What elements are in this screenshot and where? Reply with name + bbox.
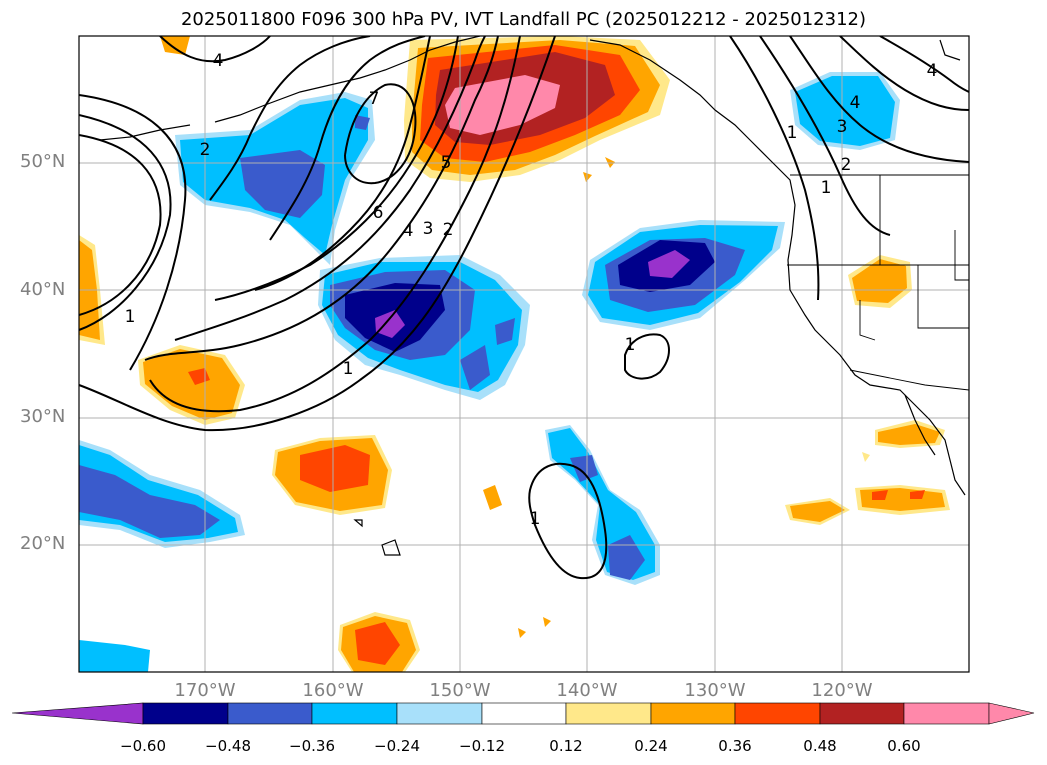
colorbar-tick: 0.36 <box>718 737 752 755</box>
svg-text:6: 6 <box>373 203 384 223</box>
colorbar-tick: −0.24 <box>374 737 420 755</box>
lat-label-40n: 40°N <box>20 279 66 300</box>
svg-text:4: 4 <box>850 93 861 113</box>
colorbar <box>11 702 1035 725</box>
positive-anomaly-west <box>79 36 245 425</box>
map-gridlines <box>79 36 969 672</box>
svg-text:2: 2 <box>841 155 852 175</box>
lon-label-140w: 140°W <box>556 680 618 701</box>
svg-text:1: 1 <box>787 123 798 143</box>
svg-text:5: 5 <box>441 153 452 173</box>
colorbar-tick: −0.36 <box>289 737 335 755</box>
pv-contours <box>79 36 969 580</box>
svg-text:2: 2 <box>200 140 211 160</box>
svg-text:1: 1 <box>625 335 636 355</box>
negative-anomaly-central <box>318 255 530 400</box>
colorbar-tick: −0.48 <box>205 737 251 755</box>
svg-text:3: 3 <box>837 117 848 137</box>
positive-anomaly-subtropical <box>272 435 420 672</box>
colorbar-tick: 0.12 <box>549 737 583 755</box>
colorbar-tick: −0.12 <box>459 737 505 755</box>
colorbar-tick: 0.48 <box>803 737 837 755</box>
svg-text:3: 3 <box>423 219 434 239</box>
svg-text:1: 1 <box>125 307 136 327</box>
lon-label-150w: 150°W <box>429 680 491 701</box>
pv-contour-labels: 4 7 2 5 6 4 3 2 1 1 1 1 1 4 3 2 1 4 <box>125 51 938 529</box>
svg-text:4: 4 <box>927 61 938 81</box>
svg-text:7: 7 <box>369 89 380 109</box>
svg-text:2: 2 <box>443 220 454 240</box>
negative-anomaly-subtropical <box>545 425 660 585</box>
lon-label-160w: 160°W <box>302 680 364 701</box>
lat-label-50n: 50°N <box>20 151 66 172</box>
negative-anomaly-northwest <box>175 92 375 265</box>
lat-label-30n: 30°N <box>20 406 66 427</box>
lon-label-120w: 120°W <box>811 680 873 701</box>
svg-text:4: 4 <box>213 51 224 71</box>
colorbar-tick: 0.60 <box>887 737 921 755</box>
positive-anomaly-east <box>483 157 950 638</box>
svg-text:1: 1 <box>530 509 541 529</box>
plot-title: 2025011800 F096 300 hPa PV, IVT Landfall… <box>180 9 867 30</box>
colorbar-tick: 0.24 <box>634 737 668 755</box>
lat-label-20n: 20°N <box>20 533 66 554</box>
lon-label-170w: 170°W <box>174 680 236 701</box>
colorbar-tick: −0.60 <box>120 737 166 755</box>
svg-text:4: 4 <box>403 221 414 241</box>
negative-anomaly-west <box>79 440 245 672</box>
map-frame <box>78 35 970 673</box>
negative-anomaly-east <box>582 220 785 330</box>
svg-text:1: 1 <box>343 359 354 379</box>
lon-label-130w: 130°W <box>684 680 746 701</box>
coastlines <box>99 36 966 556</box>
svg-text:1: 1 <box>821 178 832 198</box>
